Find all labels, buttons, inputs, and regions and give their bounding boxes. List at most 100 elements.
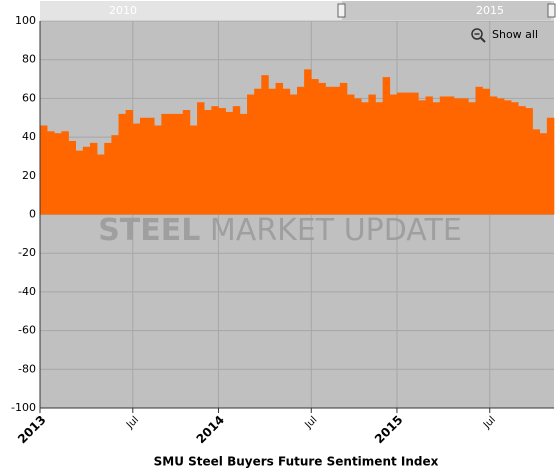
bar (525, 108, 533, 215)
y-tick-label: 60 (22, 91, 36, 104)
bar (254, 88, 262, 215)
x-tick-label: Jul (124, 414, 141, 431)
bar (418, 100, 426, 215)
bar (346, 94, 355, 215)
x-tick-label: 2014 (194, 413, 228, 447)
bar (511, 102, 519, 215)
bar (247, 94, 255, 215)
navigator-outside (40, 1, 342, 20)
bar (475, 86, 483, 215)
y-tick-label: -40 (18, 285, 36, 298)
bar (139, 117, 148, 215)
bar (532, 129, 541, 215)
bar (197, 102, 205, 215)
bar (175, 113, 184, 215)
bar (432, 102, 441, 215)
bar (204, 110, 212, 215)
bar (97, 154, 105, 215)
bar (539, 133, 548, 215)
y-tick-label: 100 (15, 14, 36, 27)
bar (297, 86, 305, 215)
x-axis-title: SMU Steel Buyers Future Sentiment Index (154, 455, 439, 469)
bar (461, 98, 469, 215)
y-tick-label: 20 (22, 169, 36, 182)
navigator-handle[interactable] (547, 3, 556, 18)
show-all-button[interactable]: Show all (471, 28, 538, 43)
bar (446, 96, 455, 215)
bar (75, 150, 84, 215)
navigator-handle[interactable] (337, 3, 346, 18)
bar (132, 123, 141, 215)
bar (61, 131, 69, 215)
bar (218, 108, 226, 215)
bar (468, 102, 476, 215)
bar (282, 88, 291, 215)
zoom-icon (471, 28, 483, 40)
bar (482, 88, 491, 215)
bar (518, 106, 526, 215)
bar (147, 117, 155, 215)
bar (211, 106, 219, 215)
navigator-label: 2015 (476, 4, 504, 17)
bar (404, 92, 412, 215)
bar (411, 92, 419, 215)
y-tick-label: -60 (18, 324, 36, 337)
bar (504, 100, 512, 215)
watermark-word: STEEL (98, 213, 200, 248)
y-tick-label: 40 (22, 130, 36, 143)
bar (389, 94, 398, 215)
bar (125, 110, 134, 215)
bar (382, 77, 391, 215)
x-tick-label: Jul (302, 414, 319, 431)
bar (311, 79, 319, 215)
bar (268, 88, 276, 215)
bar (261, 75, 269, 215)
watermark-word: MARKET (210, 213, 335, 248)
bar (275, 82, 284, 215)
bar (354, 98, 362, 215)
button-label[interactable]: Show all (492, 28, 538, 41)
bar (225, 111, 234, 215)
bar (289, 94, 298, 215)
bar (496, 98, 505, 215)
bar (40, 125, 48, 215)
x-tick-label: 2015 (372, 413, 406, 447)
bar (239, 113, 248, 215)
x-tick-label: Jul (481, 414, 498, 431)
navigator-window[interactable] (342, 1, 551, 20)
navigator-label: 2010 (109, 4, 137, 17)
bar (232, 106, 241, 215)
bar (118, 113, 126, 215)
bar (339, 82, 348, 215)
bar (304, 69, 312, 215)
bar (375, 102, 383, 215)
bar (396, 92, 405, 215)
bar (111, 135, 119, 215)
bar (325, 86, 333, 215)
bar (439, 96, 448, 215)
y-tick-label: 0 (29, 208, 36, 221)
bar (47, 131, 55, 215)
bar (82, 146, 91, 215)
bar (489, 96, 498, 215)
bar (546, 117, 555, 215)
y-tick-label: -20 (18, 246, 36, 259)
bar (454, 98, 462, 215)
bar (168, 113, 176, 215)
bar (182, 110, 191, 215)
watermark-word: UPDATE (344, 213, 462, 248)
bar (368, 94, 376, 215)
bar (154, 125, 162, 215)
bar (332, 86, 341, 215)
x-tick-label: 2013 (15, 413, 49, 447)
bar (89, 142, 98, 215)
y-tick-label: 80 (22, 53, 36, 66)
bar (68, 140, 76, 215)
bar (104, 142, 112, 215)
zoom-icon (480, 37, 486, 43)
navigator: 2010 2015 (40, 1, 556, 20)
bar (425, 96, 433, 215)
bar (318, 82, 326, 215)
bar (189, 125, 198, 215)
